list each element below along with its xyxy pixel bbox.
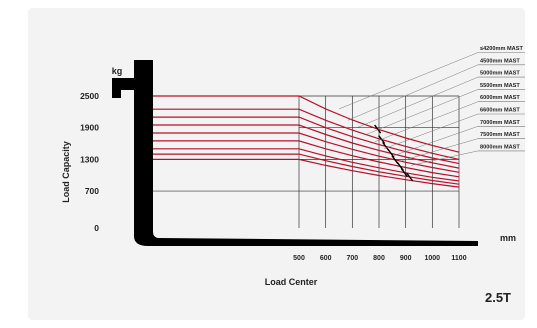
kg-hook (112, 78, 134, 98)
legend-entry: 7000mm MAST (480, 120, 520, 126)
capacity-curve (153, 158, 460, 188)
x-tick-label: 1100 (451, 255, 466, 262)
legend-leader (410, 150, 479, 166)
y-axis-title: Load Capacity (61, 141, 71, 203)
model-label: 2.5T (485, 290, 511, 305)
y-tick-labels: 2500 1900 1300 700 0 (80, 91, 99, 233)
x-tick-label: 600 (320, 255, 332, 262)
x-tick-label: 800 (373, 255, 385, 262)
capacity-curve (153, 108, 460, 160)
curve-marker (400, 168, 408, 177)
x-tick-label: 700 (346, 255, 358, 262)
x-tick-label: 500 (293, 255, 305, 262)
chart-panel (28, 8, 525, 320)
y-tick-label: 1300 (80, 154, 99, 164)
legend-leader (401, 138, 479, 161)
x-axis-title: Load Center (265, 277, 318, 287)
legend-entry: 6000mm MAST (480, 95, 520, 101)
curve-marker (382, 141, 390, 151)
curve-marker (406, 172, 414, 182)
capacity-curves (153, 95, 460, 188)
capacity-curve (153, 148, 460, 182)
x-tick-label: 900 (400, 255, 412, 262)
curve-marker (374, 124, 382, 134)
x-tick-labels: 500 600 700 800 900 1000 1100 (293, 255, 467, 262)
fork-mast (134, 60, 153, 236)
y-tick-label: 0 (94, 223, 99, 233)
legend-entry: 5500mm MAST (480, 83, 520, 89)
capacity-curve (153, 153, 460, 185)
legend-leader (383, 113, 479, 150)
fork-silhouette (112, 60, 478, 246)
capacity-curve (153, 116, 460, 165)
x-unit-label: mm (500, 233, 516, 243)
y-unit-label: kg (112, 66, 123, 76)
legend-leader (356, 76, 479, 128)
legend-leaders (338, 52, 525, 166)
capacity-curve (153, 95, 460, 153)
y-tick-label: 1900 (80, 123, 99, 133)
legend-entry: 8000mm MAST (480, 144, 520, 150)
legend-leader (347, 64, 479, 121)
legend-leader (374, 101, 479, 142)
y-tick-label: 700 (85, 186, 99, 196)
legend-entry: 4500mm MAST (480, 58, 520, 64)
capacity-curve (153, 132, 460, 173)
legend-entry: ≤4200mm MAST (480, 46, 523, 52)
y-tick-label: 2500 (80, 91, 99, 101)
x-tick-label: 1000 (425, 255, 441, 262)
legend: ≤4200mm MAST 4500mm MAST 5000mm MAST 5500mm… (480, 46, 523, 150)
curve-marker (378, 135, 386, 144)
legend-entry: 7500mm MAST (480, 132, 520, 138)
legend-leader (365, 89, 479, 135)
legend-leader (392, 126, 479, 157)
legend-entry: 6600mm MAST (480, 108, 520, 114)
capacity-curve (153, 140, 460, 178)
legend-leader (338, 52, 479, 110)
fork-blade (134, 228, 478, 246)
legend-entry: 5000mm MAST (480, 71, 520, 77)
curve-marker (391, 155, 399, 165)
capacity-curve (153, 124, 460, 169)
